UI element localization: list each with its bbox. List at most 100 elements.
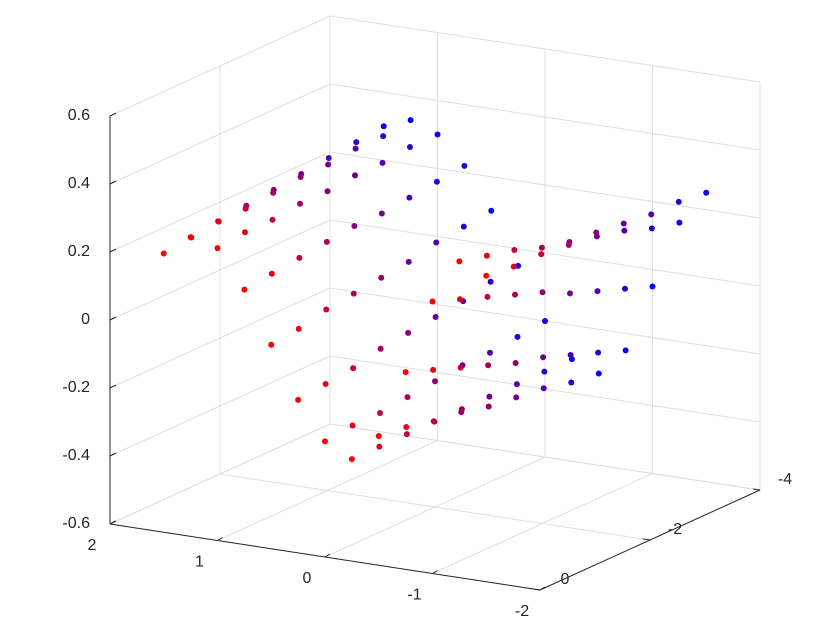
point bbox=[376, 443, 383, 450]
point bbox=[488, 207, 495, 214]
point bbox=[297, 200, 303, 207]
z-tick bbox=[109, 384, 117, 389]
point bbox=[457, 364, 464, 371]
point bbox=[676, 219, 683, 226]
point bbox=[187, 234, 194, 241]
point bbox=[404, 394, 411, 401]
point bbox=[514, 333, 521, 340]
point bbox=[296, 254, 303, 261]
point bbox=[377, 345, 384, 352]
point bbox=[378, 210, 385, 217]
z-tick-label: 0.4 bbox=[68, 175, 90, 192]
point bbox=[322, 438, 328, 445]
point bbox=[295, 325, 302, 332]
z-tick-label: -0.4 bbox=[62, 447, 90, 464]
point bbox=[457, 296, 463, 303]
z-tick-label: 0.2 bbox=[68, 243, 90, 260]
point bbox=[379, 159, 386, 166]
point bbox=[242, 205, 249, 212]
point bbox=[378, 274, 385, 281]
point bbox=[434, 131, 441, 138]
point bbox=[568, 379, 575, 386]
point bbox=[649, 283, 656, 290]
point bbox=[323, 238, 330, 245]
x-tick-label: -2 bbox=[515, 603, 529, 620]
point bbox=[484, 293, 491, 300]
point bbox=[214, 245, 221, 252]
point bbox=[512, 291, 518, 298]
point bbox=[432, 378, 438, 385]
point bbox=[538, 251, 545, 258]
y-tick-label: -4 bbox=[778, 471, 792, 488]
point bbox=[703, 189, 710, 196]
point bbox=[350, 365, 357, 372]
z-tick-label: 0 bbox=[81, 311, 90, 328]
point bbox=[407, 144, 413, 150]
point bbox=[380, 123, 387, 130]
z-tick bbox=[109, 112, 117, 117]
point bbox=[622, 285, 628, 292]
point bbox=[542, 318, 548, 324]
point bbox=[485, 362, 492, 369]
point bbox=[510, 263, 517, 270]
point bbox=[456, 258, 463, 265]
y-tick-label: 0 bbox=[561, 571, 570, 588]
z-tick bbox=[109, 180, 117, 185]
point bbox=[567, 290, 573, 297]
point bbox=[241, 286, 248, 293]
point bbox=[295, 396, 302, 403]
point bbox=[540, 385, 547, 392]
x-tick-label: -1 bbox=[407, 587, 421, 604]
point bbox=[350, 290, 357, 297]
point bbox=[593, 229, 600, 236]
y-tick bbox=[752, 488, 761, 491]
y-tick bbox=[532, 588, 541, 591]
point bbox=[539, 289, 546, 296]
point bbox=[403, 431, 410, 438]
point bbox=[483, 272, 490, 279]
point bbox=[351, 223, 358, 230]
point bbox=[595, 349, 602, 356]
point bbox=[405, 329, 412, 336]
x-tick bbox=[324, 553, 331, 558]
point bbox=[242, 229, 248, 236]
point bbox=[349, 422, 356, 429]
point bbox=[487, 349, 493, 356]
point bbox=[352, 172, 358, 179]
point bbox=[405, 258, 412, 265]
point bbox=[432, 313, 439, 320]
point bbox=[402, 369, 409, 376]
point bbox=[538, 244, 545, 251]
point bbox=[460, 223, 467, 230]
point bbox=[594, 288, 601, 295]
point bbox=[430, 366, 437, 373]
z-tick bbox=[109, 316, 117, 321]
point bbox=[325, 155, 332, 162]
x-tick-label: 2 bbox=[88, 537, 97, 554]
point bbox=[513, 394, 520, 401]
point bbox=[160, 250, 167, 257]
point bbox=[565, 242, 572, 249]
point bbox=[485, 403, 492, 410]
point bbox=[375, 433, 382, 440]
point bbox=[268, 270, 275, 277]
z-tick bbox=[109, 452, 117, 457]
grid-line bbox=[329, 423, 761, 491]
point bbox=[324, 188, 331, 195]
point bbox=[461, 162, 468, 169]
point bbox=[403, 423, 410, 430]
point bbox=[433, 178, 440, 185]
point bbox=[407, 117, 414, 124]
z-tick-label: -0.6 bbox=[62, 515, 90, 532]
y-tick bbox=[642, 538, 651, 541]
point bbox=[512, 359, 519, 366]
point bbox=[648, 225, 655, 232]
point bbox=[380, 133, 387, 140]
point bbox=[430, 418, 437, 425]
point bbox=[675, 198, 682, 205]
point bbox=[540, 354, 547, 361]
point bbox=[268, 341, 275, 348]
x-tick bbox=[539, 586, 546, 591]
point bbox=[377, 410, 383, 416]
